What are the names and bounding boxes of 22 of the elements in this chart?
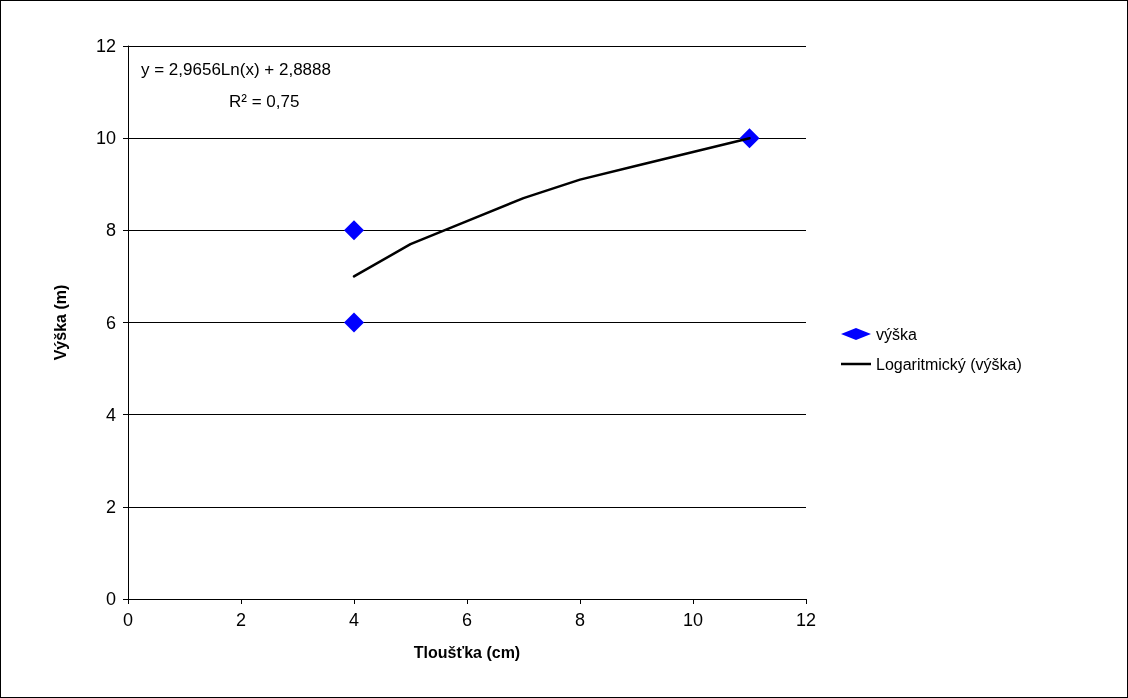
y-axis-title: Výška (m): [51, 284, 69, 361]
legend-label: Logaritmický (výška): [876, 355, 1022, 373]
y-tick-label: 2: [105, 496, 116, 517]
y-tick-label: 12: [95, 36, 116, 56]
x-tick-label: 4: [348, 610, 360, 630]
x-tick-label: 0: [122, 610, 134, 630]
y-tick-label: 10: [95, 128, 116, 149]
x-tick-label: 10: [682, 610, 704, 630]
y-tick-label: 4: [105, 404, 116, 425]
annotation: y = 2,9656Ln(x) + 2,8888: [141, 60, 331, 79]
y-tick-label: 6: [105, 312, 116, 333]
x-tick-label: 6: [461, 610, 473, 630]
x-tick-label: 12: [795, 610, 817, 630]
x-tick-label: 2: [235, 610, 247, 630]
legend-label: výška: [876, 325, 917, 343]
x-axis-title: Tloušťka (cm): [413, 643, 521, 661]
y-tick-label: 0: [105, 589, 116, 609]
point: [344, 312, 364, 333]
point: [344, 220, 364, 241]
y-tick-label: 8: [105, 220, 116, 241]
annotation: R² = 0,75: [229, 92, 300, 111]
x-tick-label: 8: [574, 610, 586, 630]
